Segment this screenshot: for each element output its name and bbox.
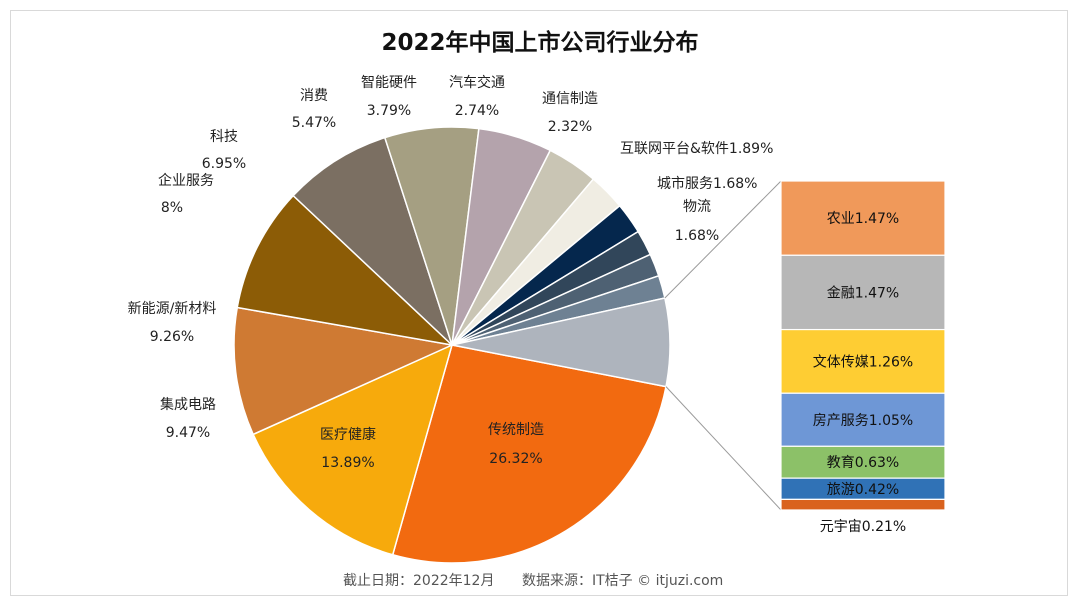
connector-top xyxy=(664,180,782,299)
slice-value-label-6: 5.47% xyxy=(292,115,336,131)
slice-value-label-2: 9.47% xyxy=(166,425,210,441)
slice-value-label-1: 13.89% xyxy=(321,455,374,471)
pie-slice-0 xyxy=(391,344,667,564)
pie-slice-4 xyxy=(292,136,453,346)
slice-name-label-12: 物流 xyxy=(683,199,711,215)
slice-name-label-2: 集成电路 xyxy=(160,396,216,413)
slice-name-label-5: 科技 xyxy=(210,129,238,145)
breakdown-connectors xyxy=(664,180,782,511)
pie-slices xyxy=(233,126,671,564)
breakdown-label-4: 教育0.63% xyxy=(827,455,899,471)
slice-value-label-8: 2.74% xyxy=(455,103,499,119)
breakdown-bar: 农业1.47% 金融1.47% 文体传媒1.26% 房产服务1.05% 教育0.63% 旅… xyxy=(780,180,946,535)
slice-value-label-4: 8% xyxy=(161,200,183,216)
breakdown-segment-4 xyxy=(780,445,946,479)
connector-bottom xyxy=(665,386,782,511)
breakdown-label-5: 旅游0.42% xyxy=(827,482,899,498)
slice-value-label-10: 互联网平台&软件1.89% xyxy=(620,141,773,157)
chart-title: 2022年中国上市公司行业分布 xyxy=(381,29,698,56)
breakdown-label-1: 金融1.47% xyxy=(827,285,899,301)
slice-name-label-9: 通信制造 xyxy=(542,91,598,107)
chart-frame xyxy=(10,10,1068,596)
slice-value-label-11: 城市服务1.68% xyxy=(657,175,757,192)
breakdown-label-0: 农业1.47% xyxy=(827,211,899,227)
slice-value-label-7: 3.79% xyxy=(367,103,411,119)
footer-source: 数据来源：IT桔子 © itjuzi.com xyxy=(522,573,723,589)
breakdown-segment-0 xyxy=(780,180,946,256)
slice-name-label-7: 智能硬件 xyxy=(361,75,417,91)
slice-name-label-0: 传统制造 xyxy=(488,422,544,438)
slice-labels: 传统制造 26.32% 医疗健康 13.89% 集成电路 9.47% 新能源/新材料 9.26… xyxy=(128,74,774,471)
slice-name-label-6: 消费 xyxy=(300,88,328,104)
breakdown-label-6: 元宇宙0.21% xyxy=(820,519,906,535)
breakdown-segment-2 xyxy=(780,328,946,394)
pie-slice-13 xyxy=(451,297,671,388)
slice-value-label-9: 2.32% xyxy=(548,119,592,135)
slice-value-label-0: 26.32% xyxy=(489,451,542,467)
slice-value-label-3: 9.26% xyxy=(150,329,194,345)
slice-name-label-8: 汽车交通 xyxy=(449,74,505,91)
slice-value-label-5: 6.95% xyxy=(202,156,246,172)
pie-slice-2 xyxy=(233,306,455,436)
breakdown-label-3: 房产服务1.05% xyxy=(813,413,913,429)
pie-slice-1 xyxy=(252,343,454,556)
slice-name-label-1: 医疗健康 xyxy=(320,426,376,443)
breakdown-label-2: 文体传媒1.26% xyxy=(813,354,913,370)
footer-date: 截止日期：2022年12月 xyxy=(343,573,494,589)
breakdown-segment-1 xyxy=(780,254,946,331)
slice-value-label-12: 1.68% xyxy=(675,228,719,244)
pie-slice-3 xyxy=(236,194,455,347)
slice-name-label-4: 企业服务 xyxy=(158,172,214,189)
slice-name-label-3: 新能源/新材料 xyxy=(128,301,217,317)
breakdown-segment-6 xyxy=(780,498,946,511)
